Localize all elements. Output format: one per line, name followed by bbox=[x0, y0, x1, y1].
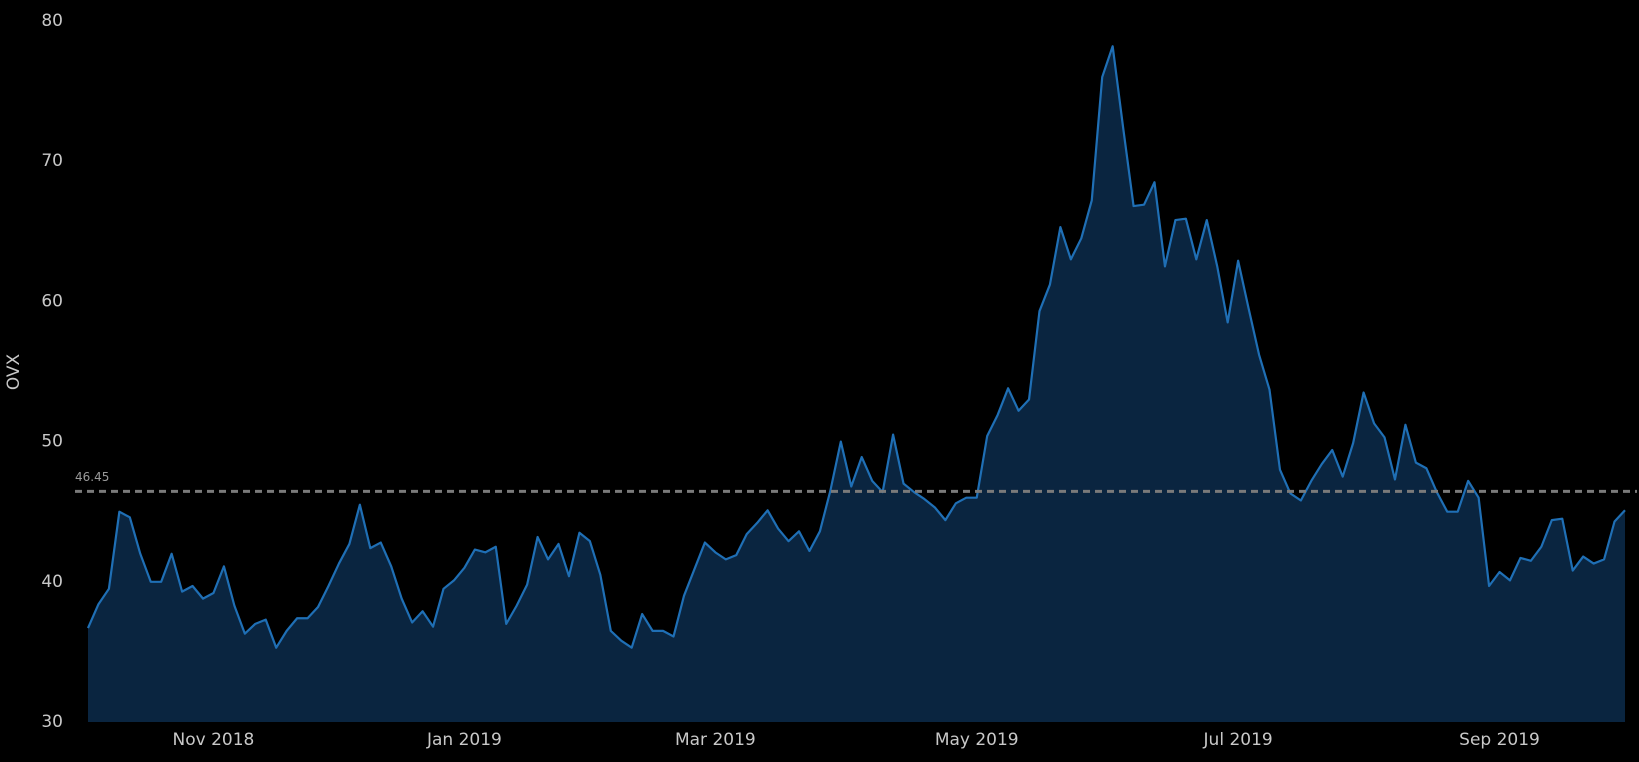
area bbox=[88, 46, 1625, 722]
x-tick-label: Jan 2019 bbox=[426, 730, 502, 750]
x-tick-label: May 2019 bbox=[935, 730, 1019, 750]
y-tick-label: 40 bbox=[41, 572, 63, 592]
y-tick-label: 50 bbox=[41, 432, 63, 452]
reference-label: 46.45 bbox=[75, 470, 109, 484]
y-tick-label: 80 bbox=[41, 11, 63, 31]
x-tick-label: Nov 2018 bbox=[173, 730, 255, 750]
x-tick-label: Sep 2019 bbox=[1459, 730, 1540, 750]
x-tick-label: Jul 2019 bbox=[1203, 730, 1273, 750]
y-axis-label: OVX bbox=[4, 353, 24, 390]
x-tick-label: Mar 2019 bbox=[675, 730, 756, 750]
y-tick-label: 60 bbox=[41, 291, 63, 311]
y-tick-label: 70 bbox=[41, 151, 63, 171]
y-tick-label: 30 bbox=[41, 712, 63, 732]
line bbox=[86, 45, 1626, 649]
